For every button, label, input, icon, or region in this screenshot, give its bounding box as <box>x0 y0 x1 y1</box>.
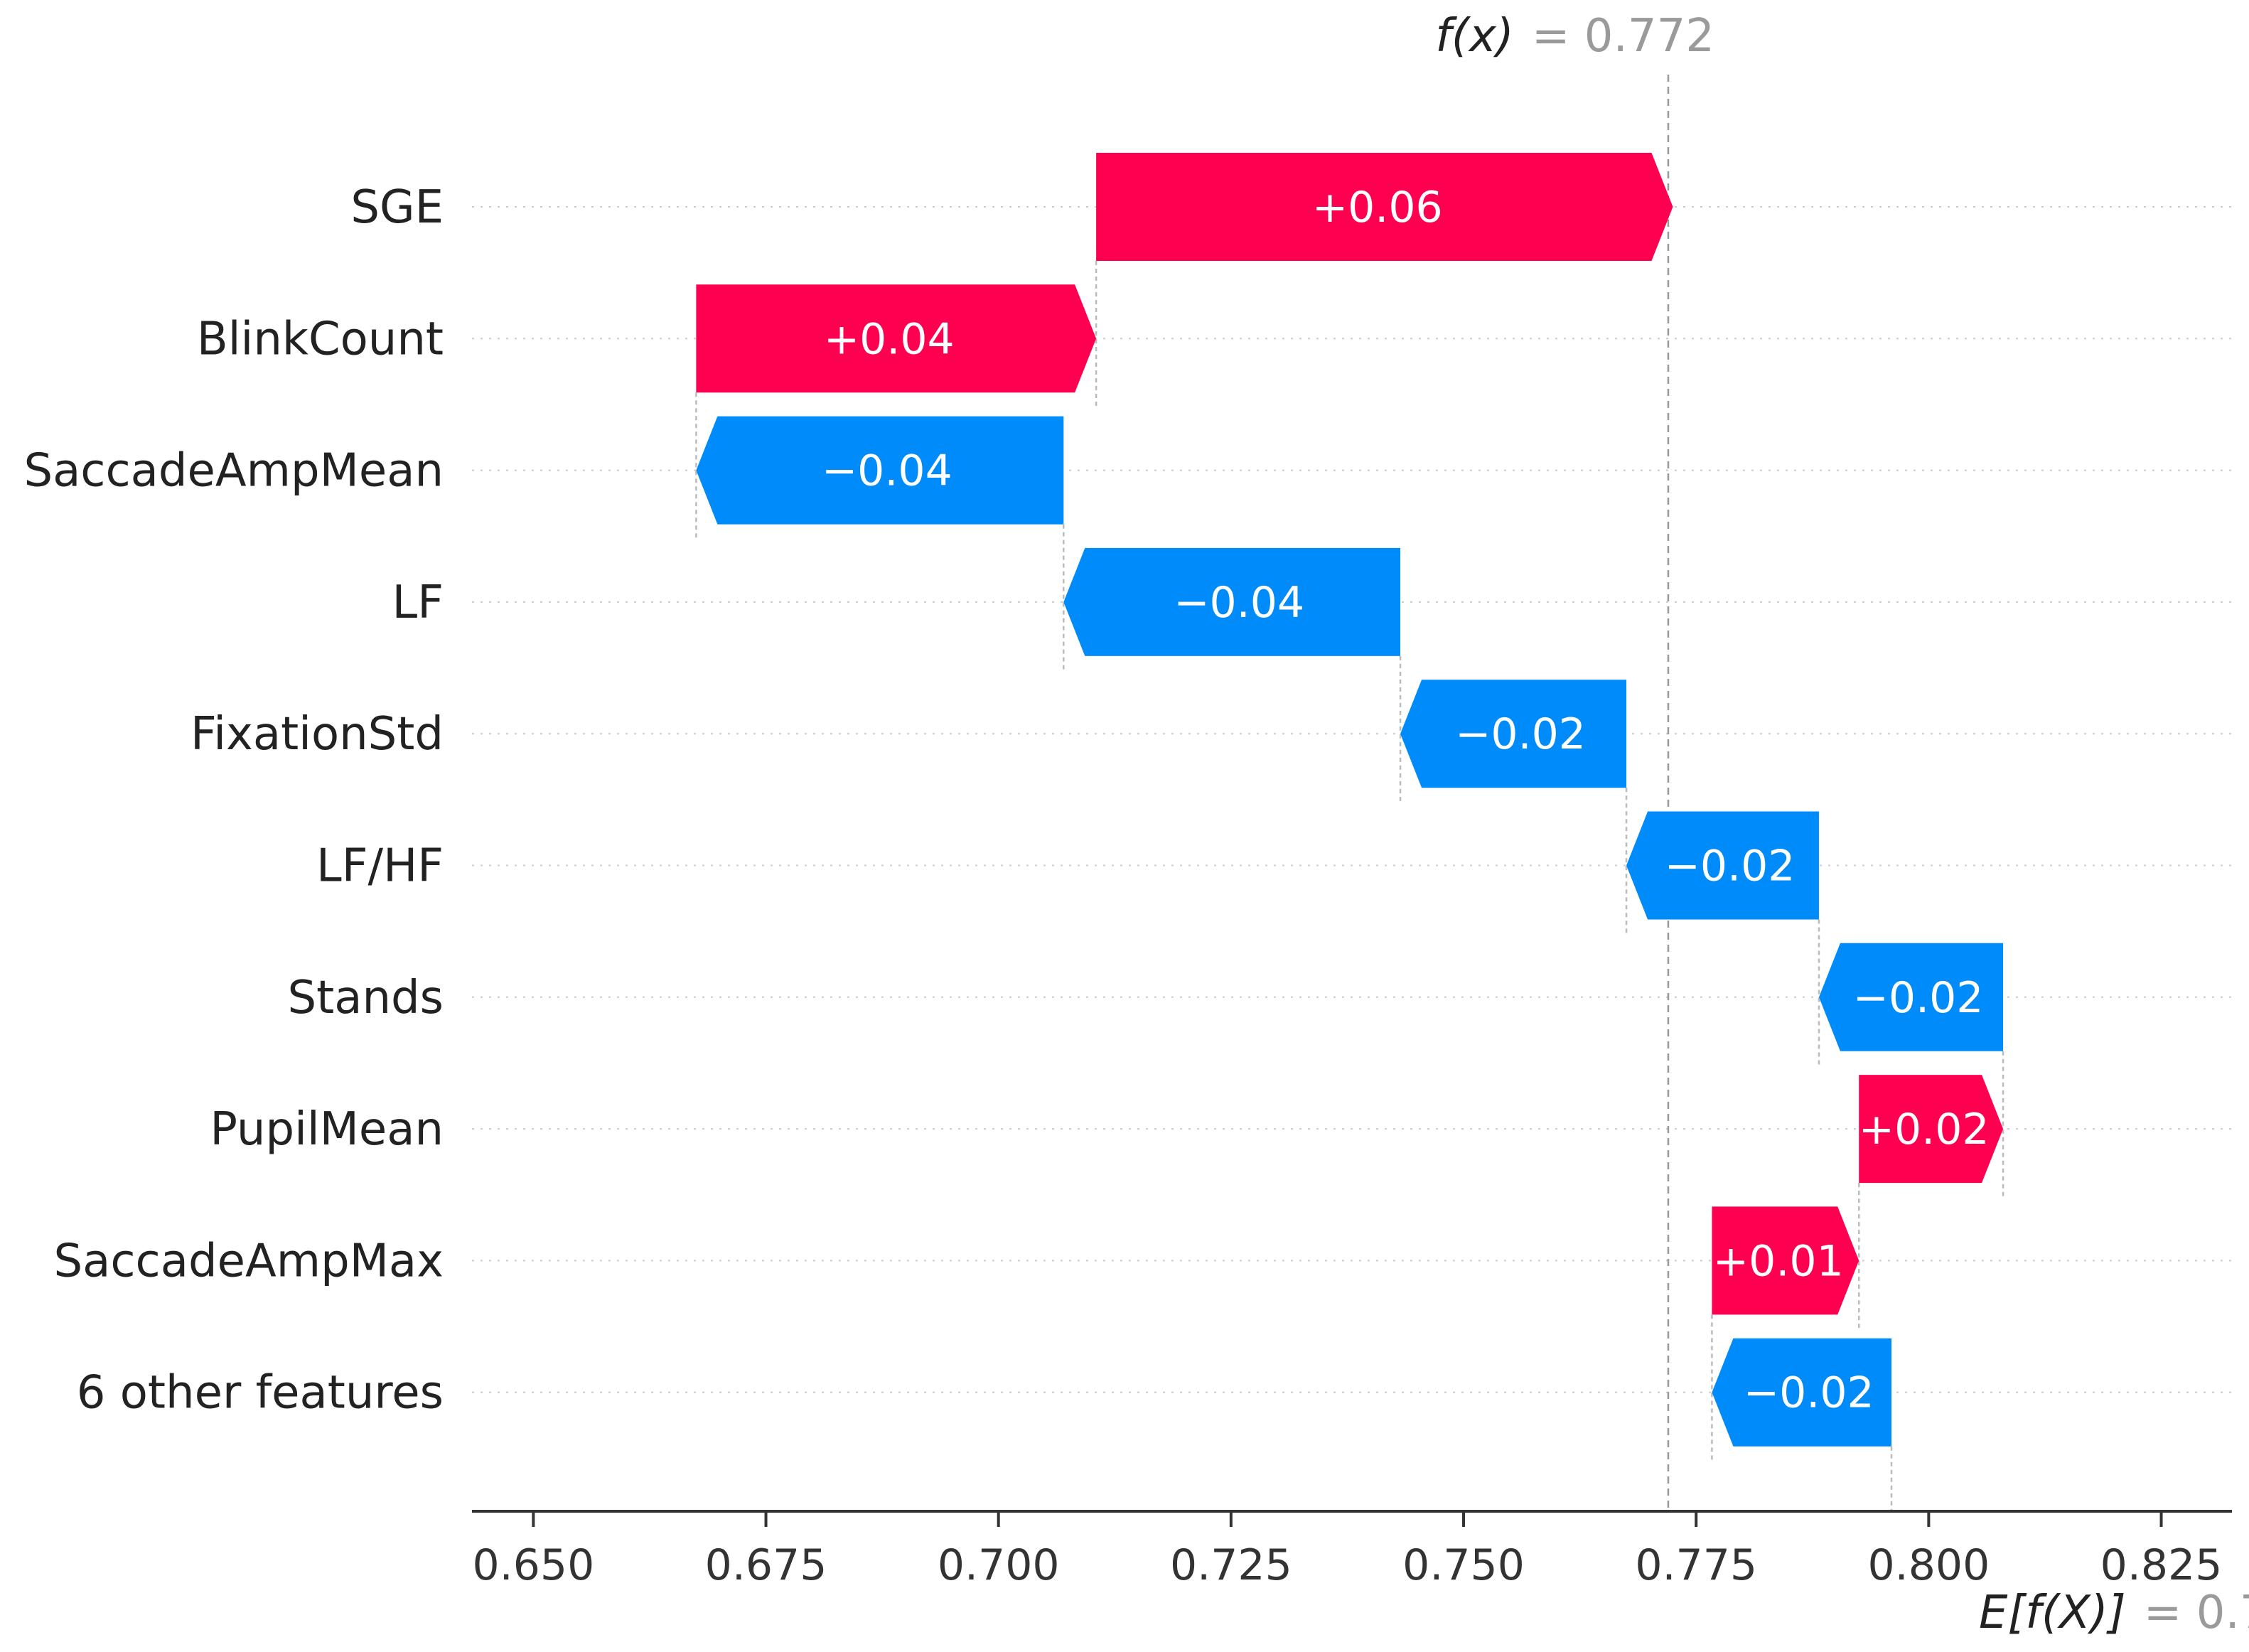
fx-label: f(x) <box>1435 10 1513 63</box>
feature-label: PupilMean <box>210 1103 444 1156</box>
feature-label: Stands <box>288 972 444 1024</box>
feature-label: SaccadeAmpMean <box>23 445 444 498</box>
positive-contribution-bar <box>1859 1075 2004 1184</box>
bar-value-label: +0.01 <box>1713 1236 1844 1286</box>
negative-contribution-bar <box>1400 680 1627 788</box>
bar-value-label: +0.04 <box>824 314 955 364</box>
feature-label: LF/HF <box>316 840 444 893</box>
bar-value-label: −0.04 <box>822 446 952 496</box>
reference-lines <box>1667 75 1893 1511</box>
negative-contribution-bar <box>1626 811 1819 920</box>
bars-layer: +0.06 +0.04 −0.04 −0.04 −0.02 −0.02 −0.02 +0.02… <box>696 153 2004 1447</box>
feature-label: SGE <box>350 181 444 234</box>
positive-contribution-bar <box>696 284 1097 393</box>
x-tick-label: 0.800 <box>1867 1540 1990 1590</box>
x-tick-label: 0.675 <box>705 1540 827 1590</box>
x-axis: 0.650 0.675 0.700 0.725 0.750 0.775 0.800 0.825 <box>472 1510 2232 1590</box>
fx-value: = 0.772 <box>1532 10 1714 63</box>
positive-contribution-bar <box>1712 1206 1859 1315</box>
efx-annotation: E[f(X)] = 0.796 <box>1979 1587 2249 1639</box>
negative-contribution-bar <box>696 416 1064 525</box>
efx-value: = 0.796 <box>2144 1587 2249 1639</box>
bar-value-label: +0.06 <box>1312 183 1443 232</box>
efx-label: E[f(X)] <box>1979 1587 2126 1639</box>
negative-contribution-bar <box>1818 943 2004 1051</box>
negative-contribution-bar <box>1712 1338 1892 1447</box>
x-tick-label: 0.825 <box>2100 1540 2223 1590</box>
x-tick-label: 0.700 <box>938 1540 1060 1590</box>
bar-value-label: +0.02 <box>1859 1105 1990 1154</box>
x-tick-label: 0.750 <box>1402 1540 1525 1590</box>
bar-value-label: −0.04 <box>1174 578 1304 628</box>
bar-value-label: −0.02 <box>1744 1368 1874 1418</box>
bar-value-label: −0.02 <box>1853 973 1984 1023</box>
negative-contribution-bar <box>1063 547 1401 656</box>
positive-contribution-bar <box>1096 153 1673 261</box>
feature-label: FixationStd <box>190 708 444 761</box>
x-tick-label: 0.725 <box>1170 1540 1292 1590</box>
feature-label: BlinkCount <box>197 313 444 365</box>
feature-label: 6 other features <box>77 1367 444 1420</box>
fx-annotation: f(x) = 0.772 <box>1435 10 1714 63</box>
connector-lines <box>695 261 2004 1461</box>
x-tick-label: 0.650 <box>472 1540 594 1590</box>
x-tick-label: 0.775 <box>1635 1540 1757 1590</box>
feature-label: SaccadeAmpMax <box>54 1235 444 1287</box>
feature-labels: SGE BlinkCount SaccadeAmpMean LF FixationStd… <box>23 181 444 1420</box>
bar-value-label: −0.02 <box>1455 709 1586 759</box>
feature-label: LF <box>392 576 444 629</box>
bar-value-label: −0.02 <box>1665 842 1796 891</box>
